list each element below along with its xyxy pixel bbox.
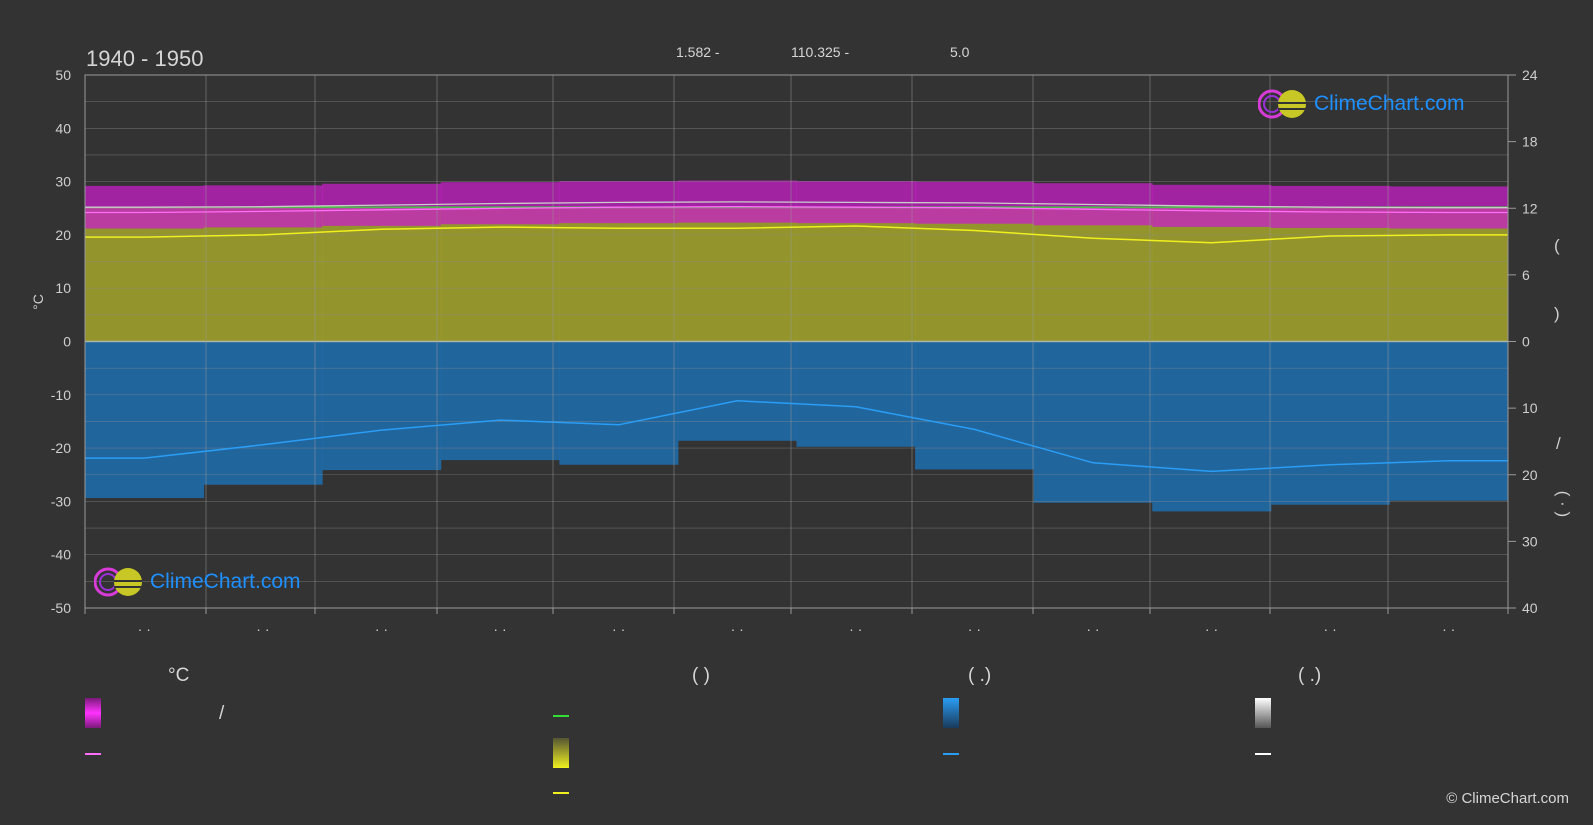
y-right-tick-label: 10	[1522, 400, 1538, 416]
logo-icon	[1258, 89, 1306, 119]
logo-text: ClimeChart.com	[150, 570, 301, 593]
y-right-tick-label: 40	[1522, 600, 1538, 616]
legend-header-rain: ( .)	[968, 665, 992, 686]
rain-band	[1033, 341, 1153, 503]
y-right-tick-label: 12	[1522, 200, 1538, 216]
chart-axes: 50 40 30 20 10 0 -10 -20 -30 -40 -50 °C 24 18 12 6 0 10 20…	[30, 67, 1538, 637]
right-axis-mark: ( · )	[1554, 490, 1574, 518]
sunshine-band	[1270, 207, 1390, 342]
legend-header-snow: ( .)	[1298, 665, 1322, 686]
x-tick-label: · ·	[1086, 621, 1099, 637]
copyright-text: © ClimeChart.com	[1446, 790, 1569, 807]
latitude-value: 1.582 -	[676, 44, 720, 60]
y-left-tick-label: -40	[51, 547, 71, 563]
sunshine-band	[677, 207, 797, 342]
y-right-tick-label: 20	[1522, 467, 1538, 483]
sunshine-band	[559, 207, 679, 342]
legend-line-temp-mean	[85, 753, 101, 755]
rain-band	[1270, 341, 1390, 505]
legend-swatch-sunshine	[553, 738, 569, 768]
longitude-value: 110.325 -	[791, 44, 850, 60]
y-left-tick-label: 10	[55, 280, 71, 296]
x-tick-label: · ·	[493, 621, 506, 637]
legend-swatch-snow	[1255, 698, 1271, 728]
y-left-axis-label: °C	[30, 294, 46, 310]
sunshine-band	[322, 207, 442, 342]
x-tick-label: · ·	[1442, 621, 1455, 637]
x-tick-label: · ·	[1205, 621, 1218, 637]
x-tick-label: · ·	[256, 621, 269, 637]
y-left-tick-label: 0	[63, 334, 71, 350]
right-axis-mark: /	[1556, 434, 1561, 453]
x-tick-label: · ·	[612, 621, 625, 637]
right-axis-mark: (	[1554, 236, 1560, 255]
x-tick-label: · ·	[375, 621, 388, 637]
sunshine-band	[1033, 207, 1153, 342]
legend-swatch-rain	[943, 698, 959, 728]
legend-line-daylight	[553, 715, 569, 717]
y-left-tick-label: -50	[51, 600, 71, 616]
sunshine-band	[85, 207, 205, 342]
rain-band	[440, 341, 560, 461]
y-left-tick-label: 20	[55, 227, 71, 243]
y-left-tick-label: -20	[51, 440, 71, 456]
y-left-tick-label: -10	[51, 387, 71, 403]
right-axis-mark: )	[1554, 304, 1560, 323]
legend-line-rain	[943, 753, 959, 755]
y-right-tick-label: 0	[1522, 334, 1530, 350]
rain-band	[559, 341, 679, 465]
x-tick-label: · ·	[1324, 621, 1337, 637]
logo-bottom: ClimeChart.com	[94, 566, 301, 598]
logo-text: ClimeChart.com	[1314, 92, 1465, 115]
rain-band	[1152, 341, 1272, 512]
y-right-tick-label: 6	[1522, 267, 1530, 283]
sunshine-band	[1389, 207, 1509, 342]
temperature-min-line	[85, 206, 1508, 214]
sunshine-line	[85, 225, 1508, 244]
rain-band	[322, 341, 442, 471]
legend-header-sunshine: ( )	[692, 665, 710, 686]
rain-band	[203, 341, 323, 485]
x-tick-label: · ·	[731, 621, 744, 637]
y-right-tick-label: 30	[1522, 533, 1538, 549]
legend-line-sunshine	[553, 792, 569, 794]
rain-band	[796, 341, 916, 447]
sunshine-band	[203, 207, 323, 342]
chart-grid	[84, 74, 1509, 609]
temperature-max-line	[85, 201, 1508, 209]
x-tick-label: · ·	[849, 621, 862, 637]
sunshine-band	[796, 207, 916, 342]
elevation-value: 5.0	[950, 44, 970, 60]
sunshine-band	[440, 207, 560, 342]
y-right-tick-label: 24	[1522, 67, 1538, 83]
y-right-tick-label: 18	[1522, 134, 1538, 150]
legend-header-temperature: °C	[168, 665, 190, 686]
legend-slash: /	[219, 703, 225, 724]
rain-band	[85, 341, 205, 499]
sunshine-band	[1152, 207, 1272, 342]
rain-band	[677, 341, 797, 441]
logo-top: ClimeChart.com	[1258, 88, 1465, 120]
sunshine-band	[915, 207, 1035, 342]
y-left-tick-label: 50	[55, 67, 71, 83]
chart-bands	[85, 180, 1509, 512]
period-title: 1940 - 1950	[86, 46, 204, 71]
x-tick-label: · ·	[968, 621, 981, 637]
rain-band	[915, 341, 1035, 470]
logo-icon	[94, 567, 142, 597]
x-tick-label: · ·	[138, 621, 151, 637]
y-left-tick-label: -30	[51, 493, 71, 509]
y-left-tick-label: 30	[55, 174, 71, 190]
legend-swatch-temp-range	[85, 698, 101, 728]
rain-band	[1389, 341, 1509, 501]
legend-line-snow	[1255, 753, 1271, 755]
chart-lines	[85, 201, 1508, 473]
y-left-tick-label: 40	[55, 120, 71, 136]
rain-line	[85, 400, 1508, 473]
